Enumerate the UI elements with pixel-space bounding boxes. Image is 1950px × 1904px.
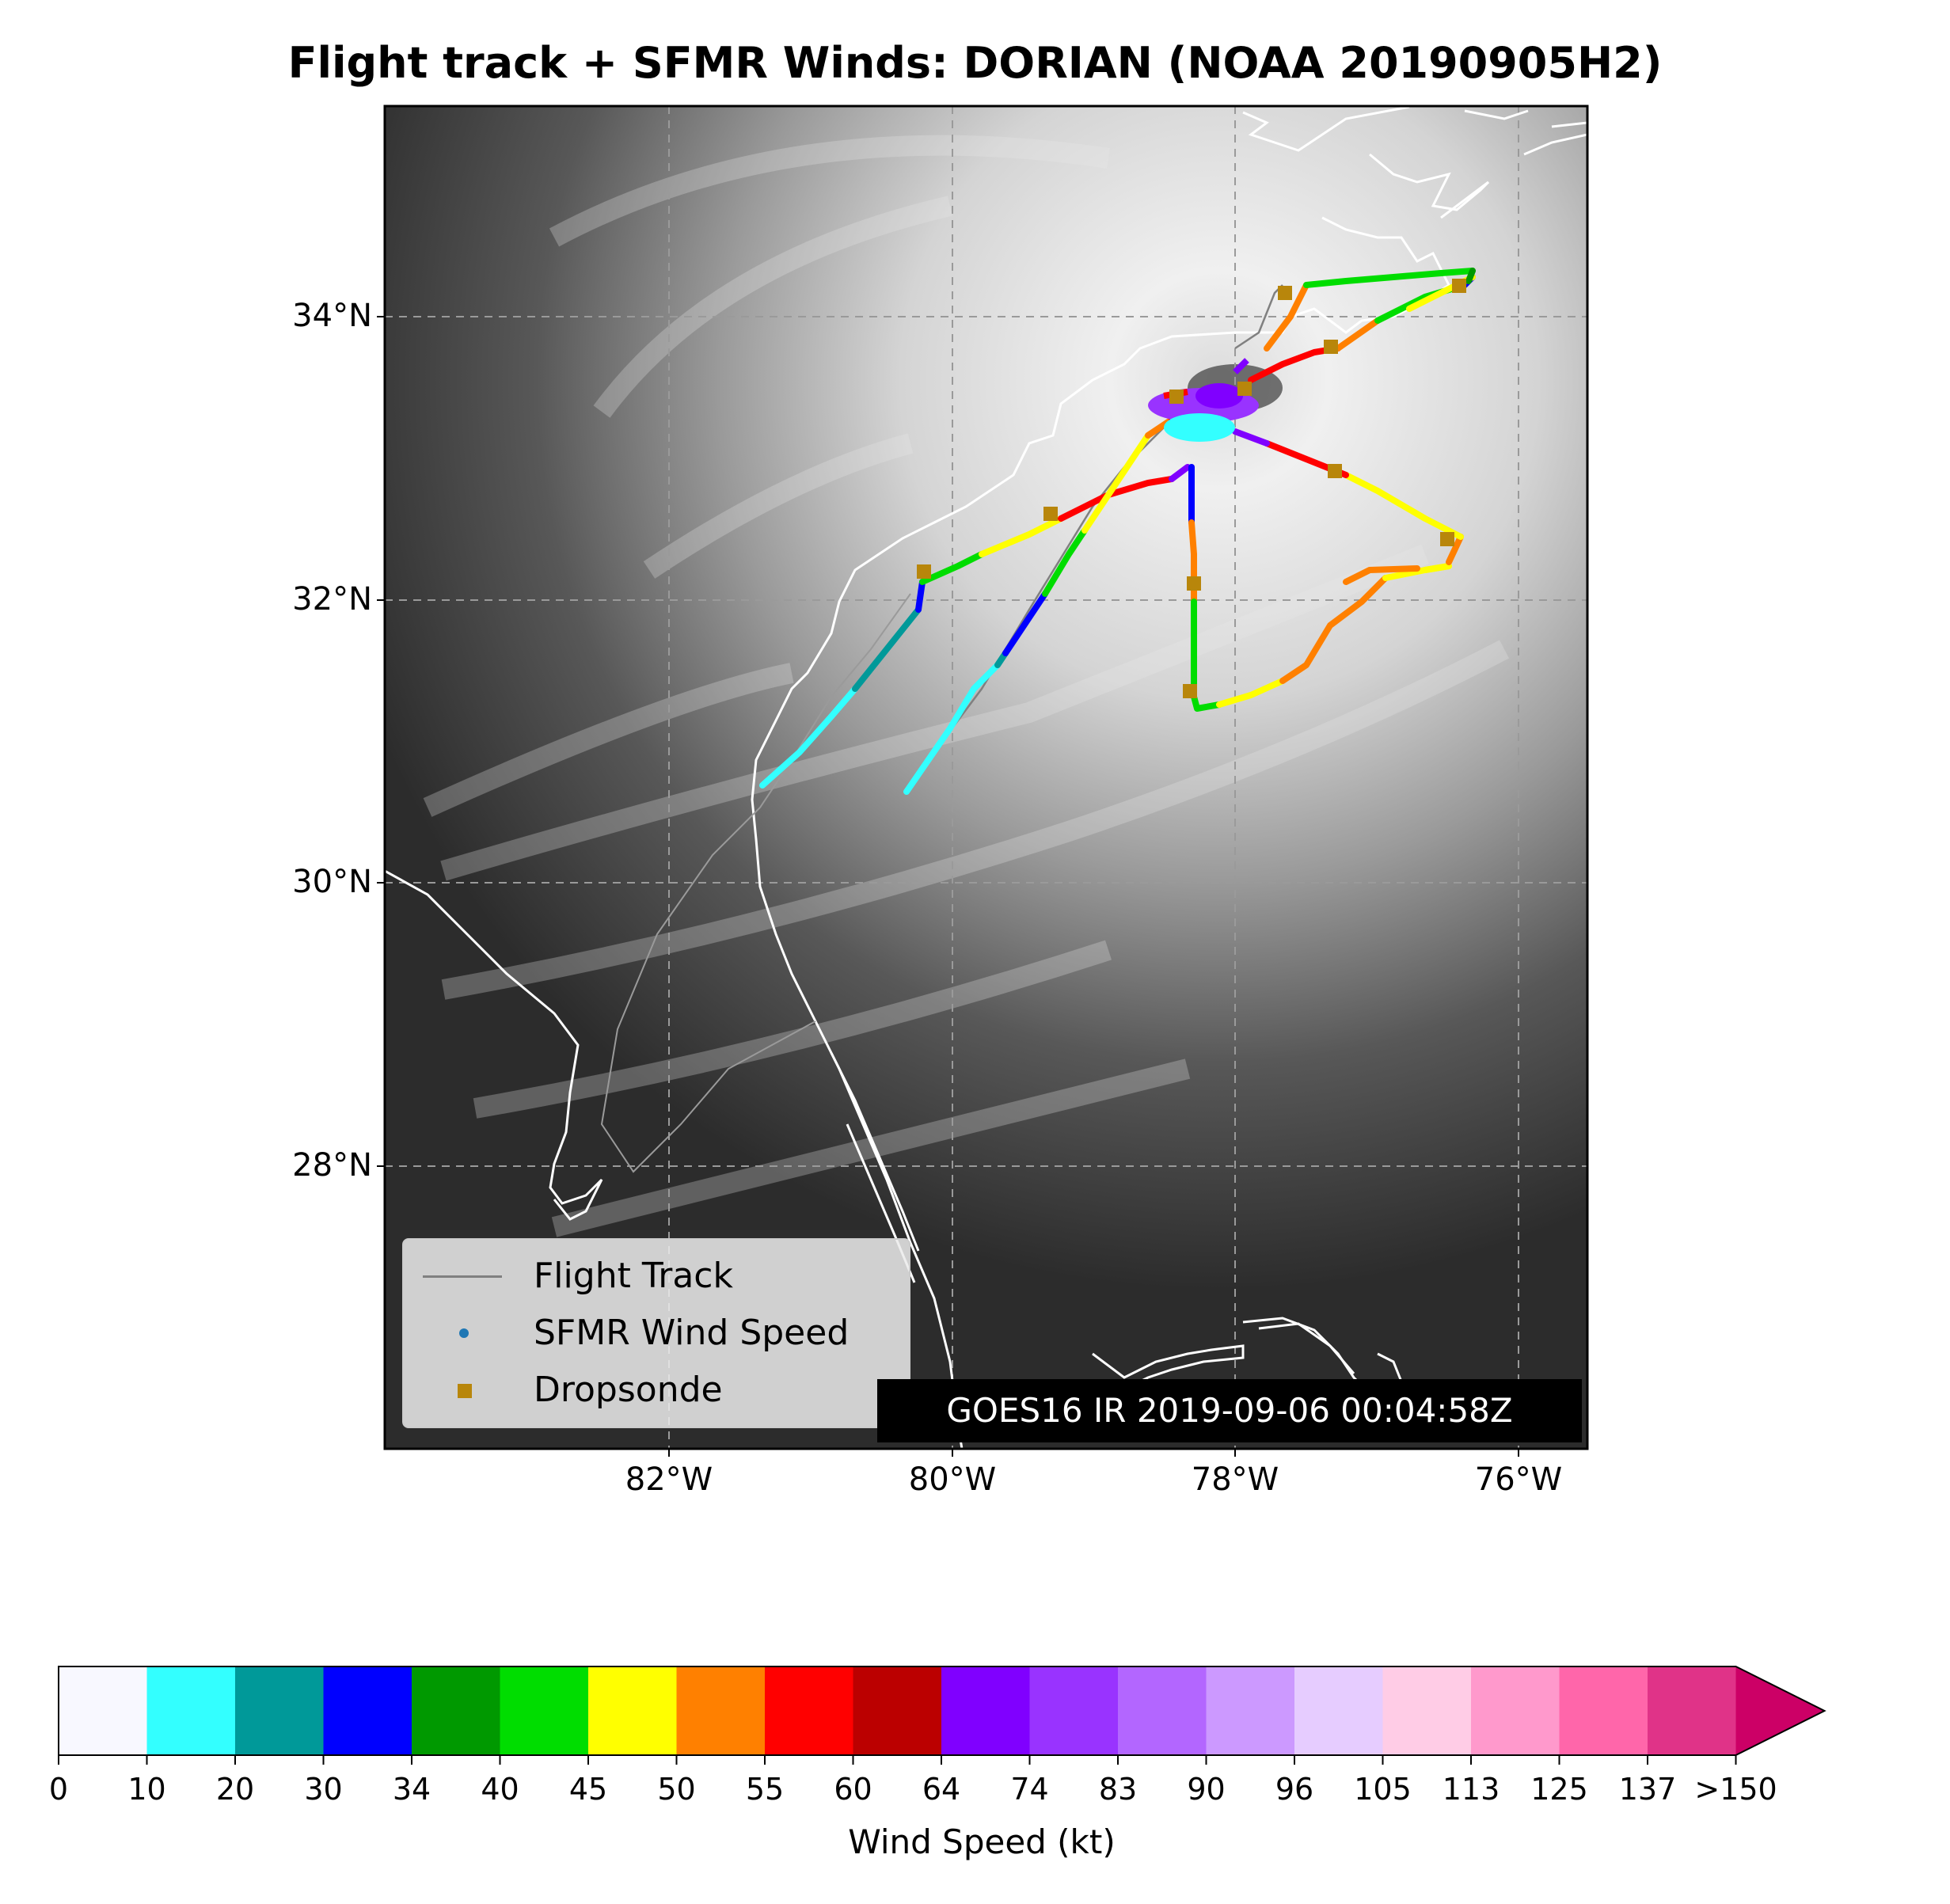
legend-item-sfmr: SFMR Wind Speed xyxy=(404,1309,909,1357)
satellite-timestamp: GOES16 IR 2019-09-06 00:04:58Z xyxy=(877,1379,1582,1442)
lat-tick-label: 28°N xyxy=(292,1147,372,1184)
dropsonde-marker xyxy=(917,564,931,579)
lon-tick-label: 78°W xyxy=(1191,1461,1279,1498)
colorbar-label: Wind Speed (kt) xyxy=(848,1822,1116,1861)
colorbar-tick-label: 105 xyxy=(1354,1772,1412,1807)
colorbar-tick-label: 74 xyxy=(1010,1772,1049,1807)
legend-label: SFMR Wind Speed xyxy=(534,1313,850,1353)
colorbar-tick-label: 60 xyxy=(834,1772,872,1807)
map-frame xyxy=(383,105,1589,1450)
colorbar-tick-label: 113 xyxy=(1442,1772,1500,1807)
lon-tick-label: 82°W xyxy=(625,1461,713,1498)
colorbar-tick-label: 90 xyxy=(1187,1772,1226,1807)
colorbar-tick-label: 50 xyxy=(657,1772,696,1807)
dropsonde-markers xyxy=(917,279,1466,698)
gridlines xyxy=(385,106,1587,1449)
axis-ticks xyxy=(377,316,1519,1457)
sfmr-swatch xyxy=(459,1328,469,1338)
dropsonde-marker xyxy=(1278,286,1292,300)
dropsonde-marker xyxy=(1452,279,1466,293)
lat-tick-label: 34°N xyxy=(292,298,372,334)
colorbar-tick-label: 83 xyxy=(1098,1772,1138,1807)
legend-item-flight-track: Flight Track xyxy=(404,1252,909,1300)
dropsonde-marker xyxy=(1043,507,1058,521)
map-legend: Flight Track SFMR Wind Speed Dropsonde xyxy=(402,1238,910,1428)
legend-label: Dropsonde xyxy=(534,1370,723,1410)
colorbar-tick-label: 40 xyxy=(481,1772,519,1807)
interior-outline xyxy=(600,593,911,1173)
dropsonde-marker xyxy=(1328,464,1342,478)
colorbar-tick-label: 10 xyxy=(127,1772,166,1807)
lon-tick-label: 76°W xyxy=(1474,1461,1563,1498)
colorbar-tick-label: 64 xyxy=(922,1772,961,1807)
colorbar-tick-label: 55 xyxy=(745,1772,785,1807)
colorbar-tick-label: 137 xyxy=(1618,1772,1677,1807)
dropsonde-marker xyxy=(1187,576,1201,591)
dropsonde-marker xyxy=(1169,390,1184,404)
legend-label: Flight Track xyxy=(534,1256,733,1296)
dropsonde-marker xyxy=(1440,532,1454,546)
dropsonde-swatch xyxy=(458,1384,472,1398)
legend-item-dropsonde: Dropsonde xyxy=(404,1366,909,1414)
lon-tick-label: 80°W xyxy=(908,1461,997,1498)
lat-tick-label: 30°N xyxy=(292,864,372,900)
colorbar-tick-label: 125 xyxy=(1530,1772,1588,1807)
colorbar-tick-label: 30 xyxy=(304,1772,343,1807)
colorbar-tick-label: 45 xyxy=(568,1772,608,1807)
colorbar-tick-label: 0 xyxy=(48,1772,69,1807)
cloud-bands xyxy=(423,135,1509,1237)
colorbar-tick-label: 20 xyxy=(215,1772,255,1807)
flight-track-swatch xyxy=(423,1275,502,1278)
dropsonde-marker xyxy=(1183,684,1197,698)
lat-tick-label: 32°N xyxy=(292,581,372,618)
dropsonde-marker xyxy=(1324,340,1338,354)
chart-title: Flight track + SFMR Winds: DORIAN (NOAA … xyxy=(287,38,1663,88)
colorbar-tick-label: 34 xyxy=(392,1772,431,1807)
dropsonde-marker xyxy=(1237,382,1252,396)
colorbar-tick-label: 96 xyxy=(1275,1772,1314,1807)
colorbar-tick-label: >150 xyxy=(1694,1772,1777,1807)
